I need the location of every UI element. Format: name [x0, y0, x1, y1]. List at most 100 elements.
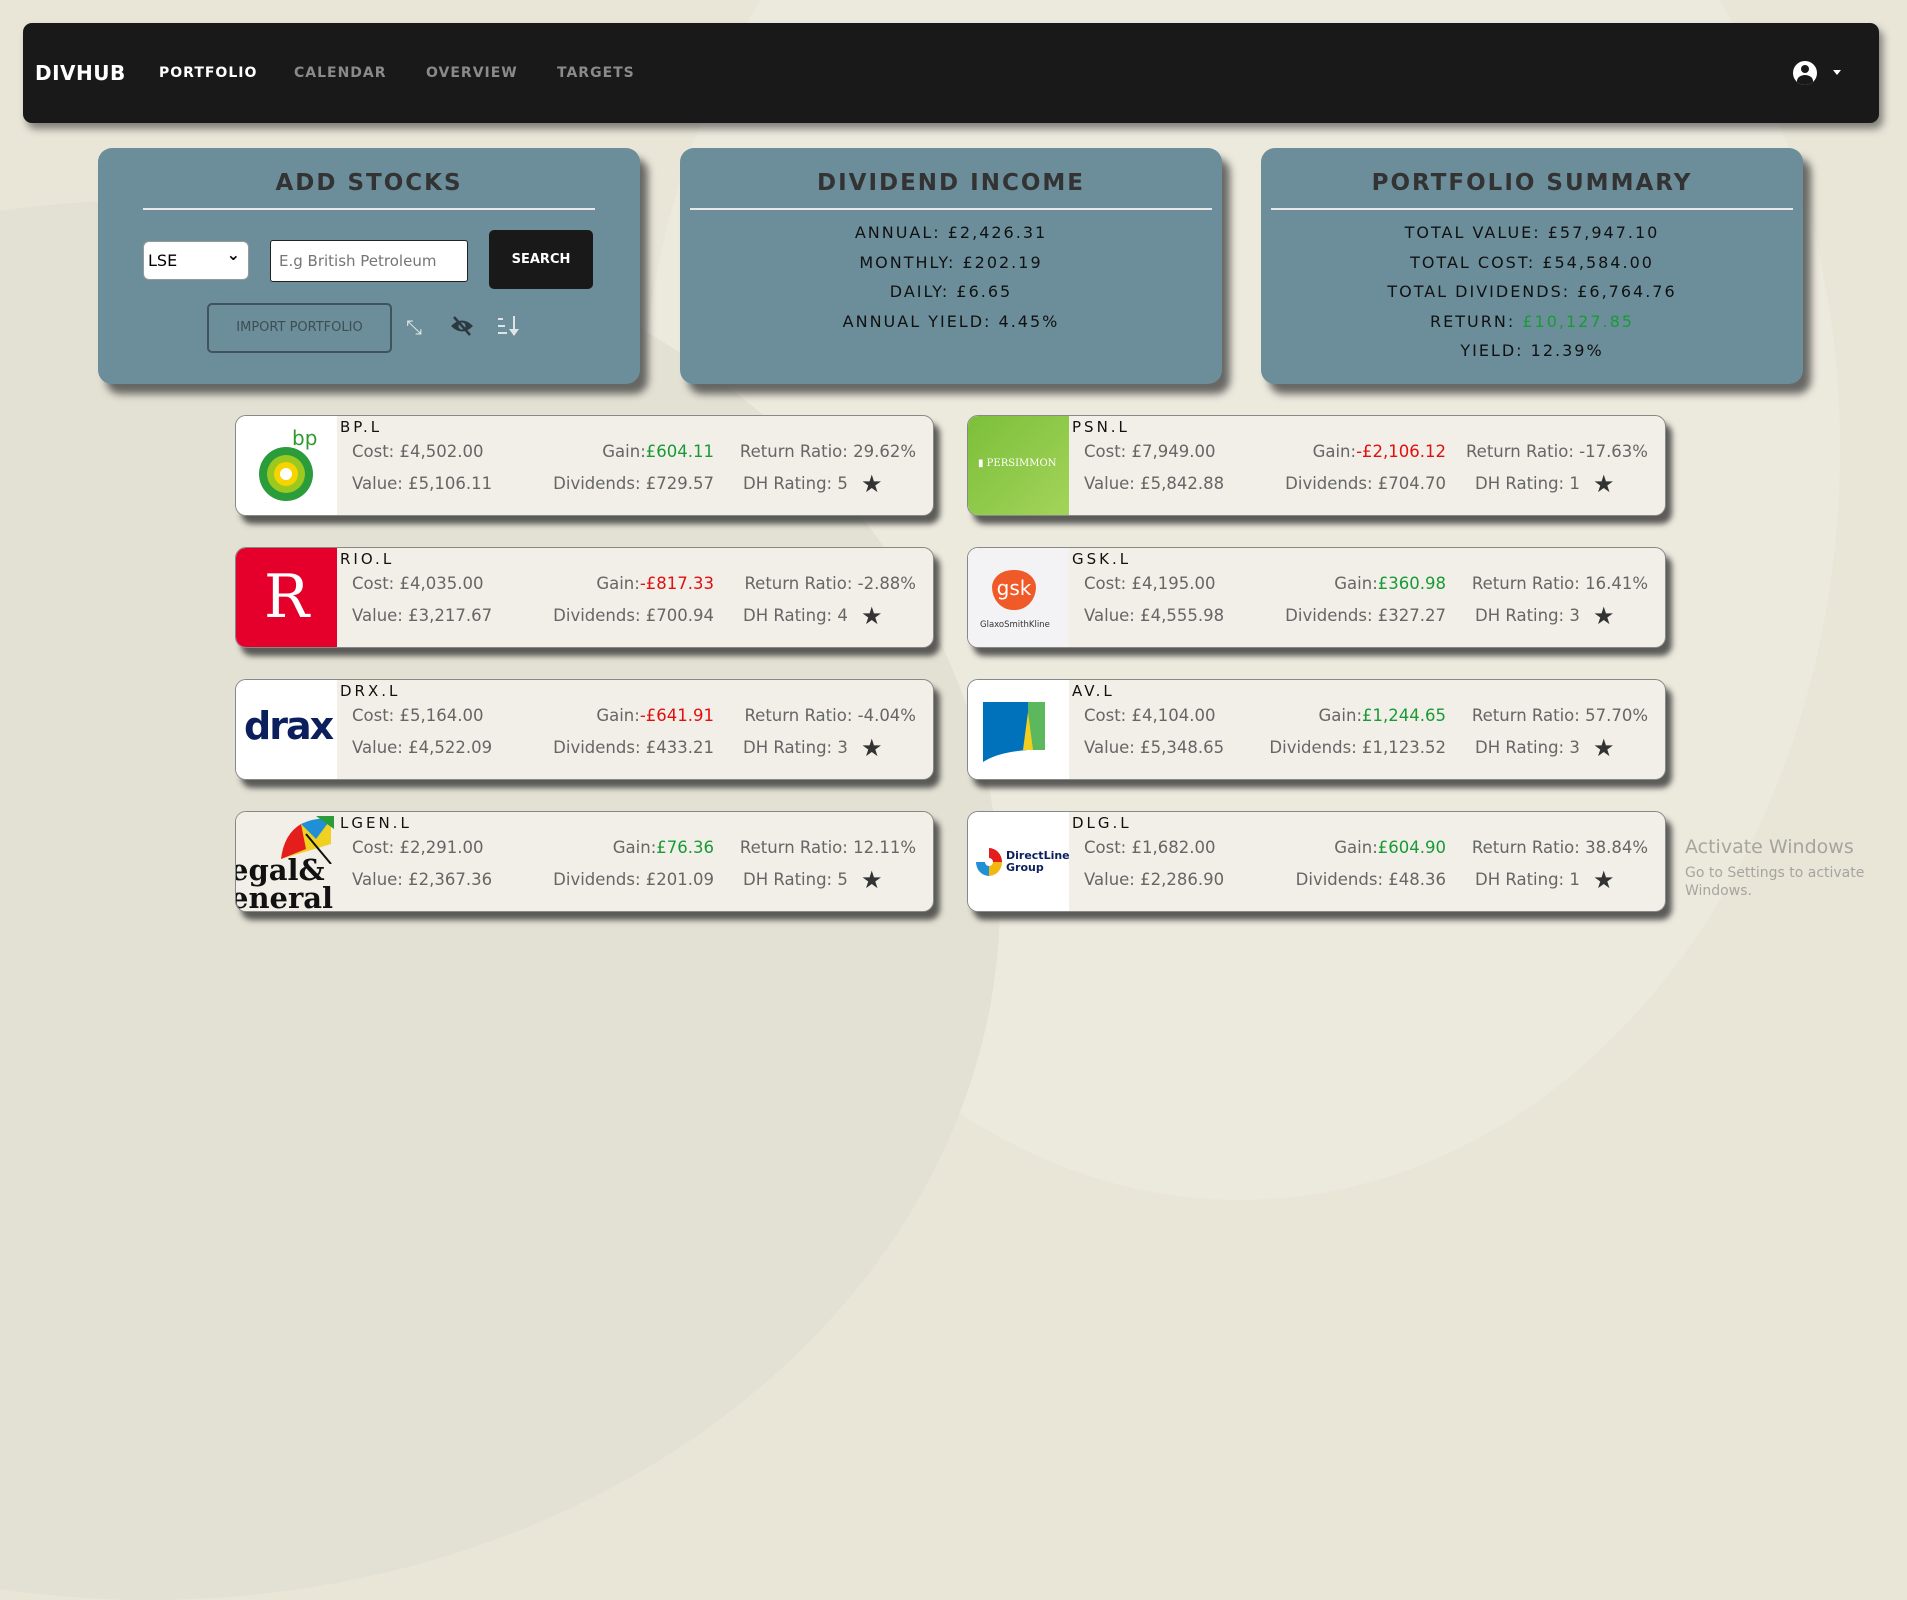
dividends: Dividends: £704.70: [1285, 474, 1446, 493]
windows-watermark-subtitle: Go to Settings to activate Windows.: [1685, 865, 1865, 899]
dividends: Dividends: £700.94: [553, 606, 714, 625]
total-cost: TOTAL COST: £54,584.00: [1410, 252, 1654, 272]
dividends: Dividends: £327.27: [1285, 606, 1446, 625]
star-icon[interactable]: ★: [1593, 734, 1615, 762]
dividends: Dividends: £433.21: [553, 738, 714, 757]
gain-label: Gain:: [602, 442, 646, 461]
eye-slash-icon[interactable]: [450, 315, 474, 342]
star-icon[interactable]: ★: [1593, 866, 1615, 894]
star-icon[interactable]: ★: [1593, 602, 1615, 630]
windows-watermark-title: Activate Windows: [1685, 836, 1854, 858]
gain-value: £76.36: [656, 838, 714, 857]
star-icon[interactable]: ★: [861, 866, 883, 894]
ticker: PSN.L: [1072, 418, 1130, 436]
caret-down-icon[interactable]: [1833, 70, 1841, 75]
stock-card[interactable]: DirectLine Group DLG.L Cost: £1,682.00 Va…: [967, 811, 1666, 912]
cost: Cost: £7,949.00: [1084, 442, 1216, 461]
star-icon[interactable]: ★: [1593, 470, 1615, 498]
stock-card[interactable]: gsk GlaxoSmithKline GSK.L Cost: £4,195.00…: [967, 547, 1666, 648]
dividends: Dividends: £729.57: [553, 474, 714, 493]
divider: [1271, 208, 1793, 210]
company-logo: R: [236, 548, 337, 647]
return-label: RETURN:: [1430, 311, 1523, 331]
return-ratio: Return Ratio: -17.63%: [1465, 442, 1648, 461]
stock-card[interactable]: R RIO.L Cost: £4,035.00 Value: £3,217.67…: [235, 547, 934, 648]
stock-card[interactable]: egal& eneral LGEN.L Cost: £2,291.00 Value…: [235, 811, 934, 912]
dh-rating: DH Rating: 1: [1475, 870, 1580, 889]
add-stocks-panel: ADD STOCKS LSE SEARCH IMPORT PORTFOLIO ⤡: [98, 148, 640, 384]
dh-rating: DH Rating: 5: [743, 870, 848, 889]
company-logo: DirectLine Group: [968, 812, 1069, 911]
user-circle-icon[interactable]: [1793, 61, 1817, 85]
gain-label: Gain:: [1334, 574, 1378, 593]
return-ratio: Return Ratio: -2.88%: [744, 574, 916, 593]
company-logo: bp: [236, 416, 337, 515]
search-button[interactable]: SEARCH: [489, 230, 593, 289]
ticker: DLG.L: [1072, 814, 1132, 832]
gain-value: £604.11: [645, 442, 714, 461]
gain-label: Gain:: [596, 574, 640, 593]
import-portfolio-button[interactable]: IMPORT PORTFOLIO: [207, 303, 392, 353]
stock-card[interactable]: bp BP.L Cost: £4,502.00 Value: £5,106.11…: [235, 415, 934, 516]
ticker: DRX.L: [340, 682, 401, 700]
ticker: RIO.L: [340, 550, 395, 568]
gain: Gain:£604.90: [1334, 838, 1446, 857]
nav-targets[interactable]: TARGETS: [557, 65, 635, 81]
panel-title: PORTFOLIO SUMMARY: [1371, 170, 1693, 196]
gain-label: Gain:: [1312, 442, 1357, 461]
gain-label: Gain:: [1334, 838, 1378, 857]
nav-calendar[interactable]: CALENDAR: [294, 65, 387, 81]
panel-title: DIVIDEND INCOME: [817, 170, 1085, 196]
stock-search-input[interactable]: [270, 240, 468, 282]
portfolio-summary-panel: PORTFOLIO SUMMARY TOTAL VALUE: £57,947.1…: [1261, 148, 1803, 384]
value: Value: £2,286.90: [1084, 870, 1225, 889]
compress-icon[interactable]: ⤡: [406, 315, 422, 339]
nav-overview[interactable]: OVERVIEW: [426, 65, 518, 81]
return-ratio: Return Ratio: 29.62%: [739, 442, 916, 461]
daily-income: DAILY: £6.65: [889, 282, 1013, 301]
ticker: GSK.L: [1072, 550, 1132, 568]
star-icon[interactable]: ★: [861, 470, 883, 498]
value: Value: £5,842.88: [1084, 474, 1225, 493]
stock-card[interactable]: AV.L Cost: £4,104.00 Value: £5,348.65 Ga…: [967, 679, 1666, 780]
total-value: TOTAL VALUE: £57,947.10: [1404, 223, 1660, 242]
stock-card[interactable]: ▮ PERSIMMON PSN.L Cost: £7,949.00 Value:…: [967, 415, 1666, 516]
gain-label: Gain:: [612, 838, 657, 857]
gain: Gain:-£817.33: [596, 574, 714, 593]
cost: Cost: £1,682.00: [1084, 838, 1216, 857]
star-icon[interactable]: ★: [861, 602, 883, 630]
return-ratio: Return Ratio: 16.41%: [1471, 574, 1648, 593]
monthly-income: MONTHLY: £202.19: [859, 252, 1043, 272]
star-icon[interactable]: ★: [861, 734, 883, 762]
gain: Gain:-£2,106.12: [1313, 442, 1446, 461]
total-yield: YIELD: 12.39%: [1460, 341, 1604, 360]
cost: Cost: £4,035.00: [352, 574, 484, 593]
gain-value: -£641.91: [639, 706, 714, 725]
dividend-income-panel: DIVIDEND INCOME ANNUAL: £2,426.31 MONTHL…: [680, 148, 1222, 384]
exchange-select[interactable]: LSE: [143, 241, 249, 280]
cost: Cost: £2,291.00: [352, 838, 484, 857]
return-ratio: Return Ratio: 57.70%: [1471, 706, 1648, 725]
value: Value: £5,348.65: [1084, 738, 1225, 757]
dh-rating: DH Rating: 5: [743, 474, 848, 493]
value: Value: £4,555.98: [1084, 606, 1225, 625]
dh-rating: DH Rating: 3: [1475, 738, 1580, 757]
company-logo: ▮ PERSIMMON: [968, 416, 1069, 515]
return-ratio: Return Ratio: 12.11%: [739, 838, 916, 857]
annual-income: ANNUAL: £2,426.31: [854, 223, 1048, 242]
sort-icon[interactable]: [497, 315, 521, 342]
stock-card[interactable]: drax DRX.L Cost: £5,164.00 Value: £4,522…: [235, 679, 934, 780]
company-logo: gsk GlaxoSmithKline: [968, 548, 1069, 647]
gain-value: -£817.33: [639, 574, 714, 593]
company-logo: egal& eneral: [236, 812, 337, 911]
exchange-value: LSE: [148, 251, 178, 270]
navbar: DIVHUB PORTFOLIO CALENDAR OVERVIEW TARGE…: [23, 23, 1879, 123]
nav-portfolio[interactable]: PORTFOLIO: [159, 65, 258, 81]
divider: [690, 208, 1212, 210]
cost: Cost: £5,164.00: [352, 706, 484, 725]
gain-value: £1,244.65: [1362, 706, 1446, 725]
dh-rating: DH Rating: 4: [743, 606, 848, 625]
brand-logo[interactable]: DIVHUB: [35, 61, 126, 85]
gain: Gain:£1,244.65: [1319, 706, 1446, 725]
dh-rating: DH Rating: 3: [1475, 606, 1580, 625]
